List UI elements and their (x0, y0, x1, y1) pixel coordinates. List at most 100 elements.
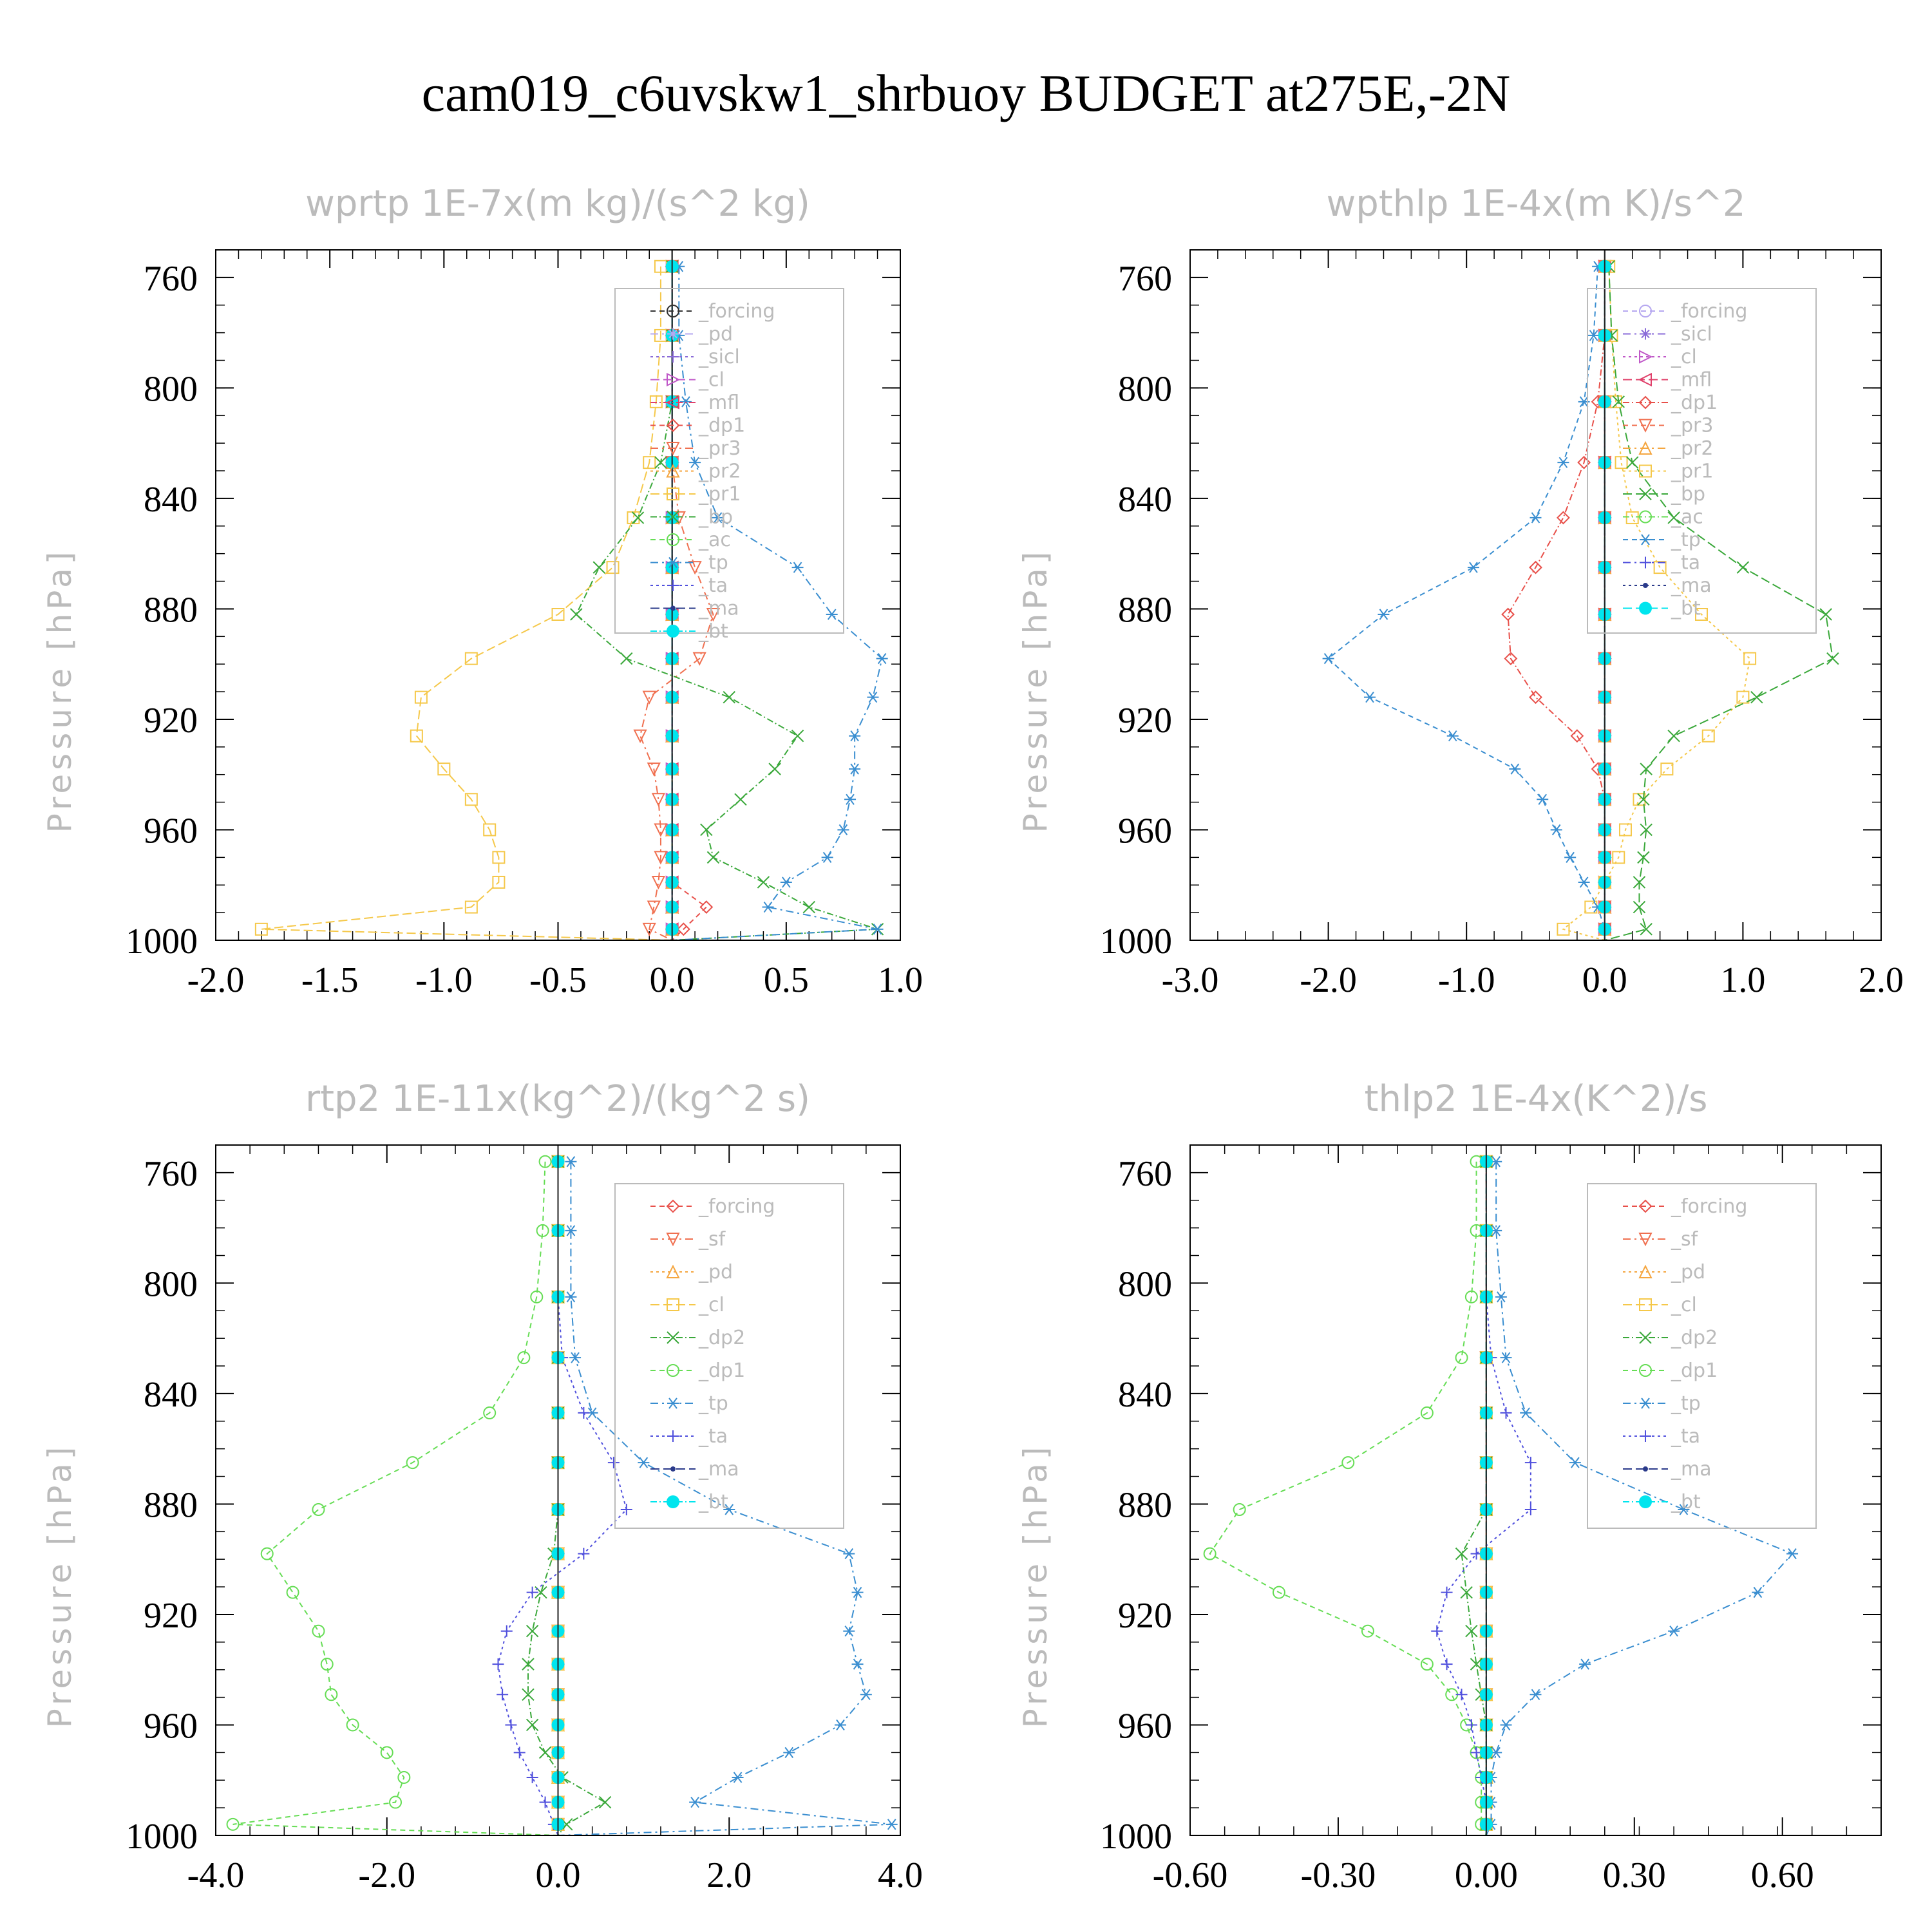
data-point (1467, 562, 1479, 573)
x-tick-label: -3.0 (1162, 960, 1219, 1000)
data-point (734, 793, 747, 806)
legend-item: _bt (1623, 1491, 1701, 1513)
data-point (876, 653, 888, 665)
legend-marker (1638, 1199, 1653, 1213)
data-point (570, 608, 583, 621)
y-tick-label: 840 (144, 480, 198, 520)
series-layer (226, 1145, 898, 1836)
data-point (1637, 851, 1650, 864)
y-tick-label: 880 (1118, 1485, 1172, 1525)
y-tick-label: 1000 (1100, 1817, 1172, 1857)
legend-label: _dp1 (1671, 1359, 1718, 1382)
legend-label: _tp (698, 1392, 728, 1415)
legend-label: _dp1 (698, 1359, 745, 1382)
x-tick-label: 0.30 (1603, 1855, 1666, 1895)
data-point (837, 824, 849, 836)
data-point (1819, 608, 1832, 621)
x-ticks: -4.0 -2.0 0.0 2.0 4.0 (187, 1145, 923, 1895)
legend-label: _forcing (698, 1195, 775, 1218)
figure-title: cam019_c6uvskw1_shrbuoy BUDGET at275E,-2… (422, 64, 1511, 122)
data-point (592, 561, 605, 574)
legend-marker (1640, 1397, 1651, 1409)
data-point (1420, 1406, 1434, 1419)
legend-item: _forcing (1623, 300, 1747, 323)
legend-item: _mfl (1623, 369, 1712, 392)
legend-box (1587, 1183, 1817, 1529)
legend-item: _dp2 (1623, 1327, 1718, 1349)
data-point (1501, 607, 1515, 621)
y-axis-label: Pressure [hPa] (1017, 548, 1054, 833)
x-tick-label: -1.5 (301, 960, 359, 1000)
legend-marker (1638, 1233, 1653, 1247)
data-point (780, 876, 792, 888)
data-point (689, 1796, 701, 1808)
legend-item: _sf (1623, 1228, 1699, 1251)
series-bp (1602, 260, 1839, 941)
legend-label: _dp1 (1671, 392, 1718, 414)
data-point (1667, 511, 1680, 524)
y-tick-label: 760 (144, 1154, 198, 1194)
data-point (627, 511, 640, 524)
legend-item: _tp (1623, 529, 1701, 551)
data-point (497, 1689, 509, 1701)
data-point (843, 1625, 855, 1637)
data-point (1441, 1658, 1453, 1671)
data-point (1460, 1586, 1473, 1599)
legend-marker (667, 1495, 679, 1508)
legend-marker (1638, 1264, 1653, 1278)
legend-marker (1643, 1466, 1648, 1472)
data-point (706, 608, 721, 622)
legend-marker (1639, 350, 1653, 364)
data-point (651, 793, 666, 807)
legend-marker (667, 328, 679, 340)
data-point (712, 512, 724, 524)
data-point (647, 762, 661, 777)
data-point (654, 456, 667, 469)
y-ticks: 760 800 840 880 920 960 1000 (1100, 249, 1881, 961)
panel-title: rtp2 1E-11x(kg^2)/(kg^2 s) (305, 1078, 810, 1120)
panel-wpthlp: wpthlp 1E-4x(m K)/s^2 Pressure [hPa] 760… (1017, 183, 1904, 1000)
data-point (1579, 1658, 1591, 1670)
data-point (791, 729, 804, 743)
data-point (1520, 1407, 1532, 1419)
series-line (575, 266, 878, 941)
data-point (1495, 1291, 1507, 1303)
legend-marker (667, 488, 679, 500)
data-point (1272, 1586, 1285, 1599)
plot-frame (215, 1144, 901, 1836)
data-point (1529, 690, 1542, 705)
y-tick-label: 800 (1118, 1264, 1172, 1304)
legend-marker (1639, 601, 1652, 615)
legend-marker (667, 1298, 679, 1311)
data-point (1612, 851, 1625, 864)
y-tick-label: 960 (144, 1706, 198, 1746)
x-tick-label: 0.00 (1455, 1855, 1518, 1895)
data-point (757, 876, 770, 889)
data-point (633, 729, 647, 743)
panel-title: thlp2 1E-4x(K^2)/s (1365, 1078, 1708, 1120)
y-tick-label: 920 (144, 701, 198, 741)
legend-item: _dp1 (1623, 1359, 1718, 1382)
series-pr1 (254, 260, 672, 941)
legend: _forcing _sf _pd _cl _dp2 _dp1 _tp _ta _ma _bt (1587, 1183, 1817, 1529)
legend-label: _bt (1671, 1491, 1701, 1513)
data-point (768, 762, 781, 775)
data-point (598, 1795, 612, 1809)
legend-label: _cl (698, 369, 724, 392)
legend-marker (1639, 488, 1652, 500)
legend-label: _mfl (698, 392, 739, 414)
legend-label: _pr1 (698, 483, 741, 506)
y-axis-label: Pressure [hPa] (1017, 1443, 1054, 1728)
legend-label: _ta (1671, 1425, 1700, 1448)
data-point (464, 652, 478, 665)
legend-marker (666, 419, 680, 432)
data-point (762, 901, 774, 913)
legend-item: _ac (650, 529, 731, 551)
data-point (1441, 1586, 1453, 1598)
data-point (346, 1718, 359, 1732)
series-line (261, 266, 672, 941)
panel-title: wpthlp 1E-4x(m K)/s^2 (1326, 183, 1745, 225)
data-point (464, 793, 478, 806)
legend-item: _dp2 (650, 1327, 745, 1349)
legend-label: _pr1 (1671, 460, 1713, 483)
